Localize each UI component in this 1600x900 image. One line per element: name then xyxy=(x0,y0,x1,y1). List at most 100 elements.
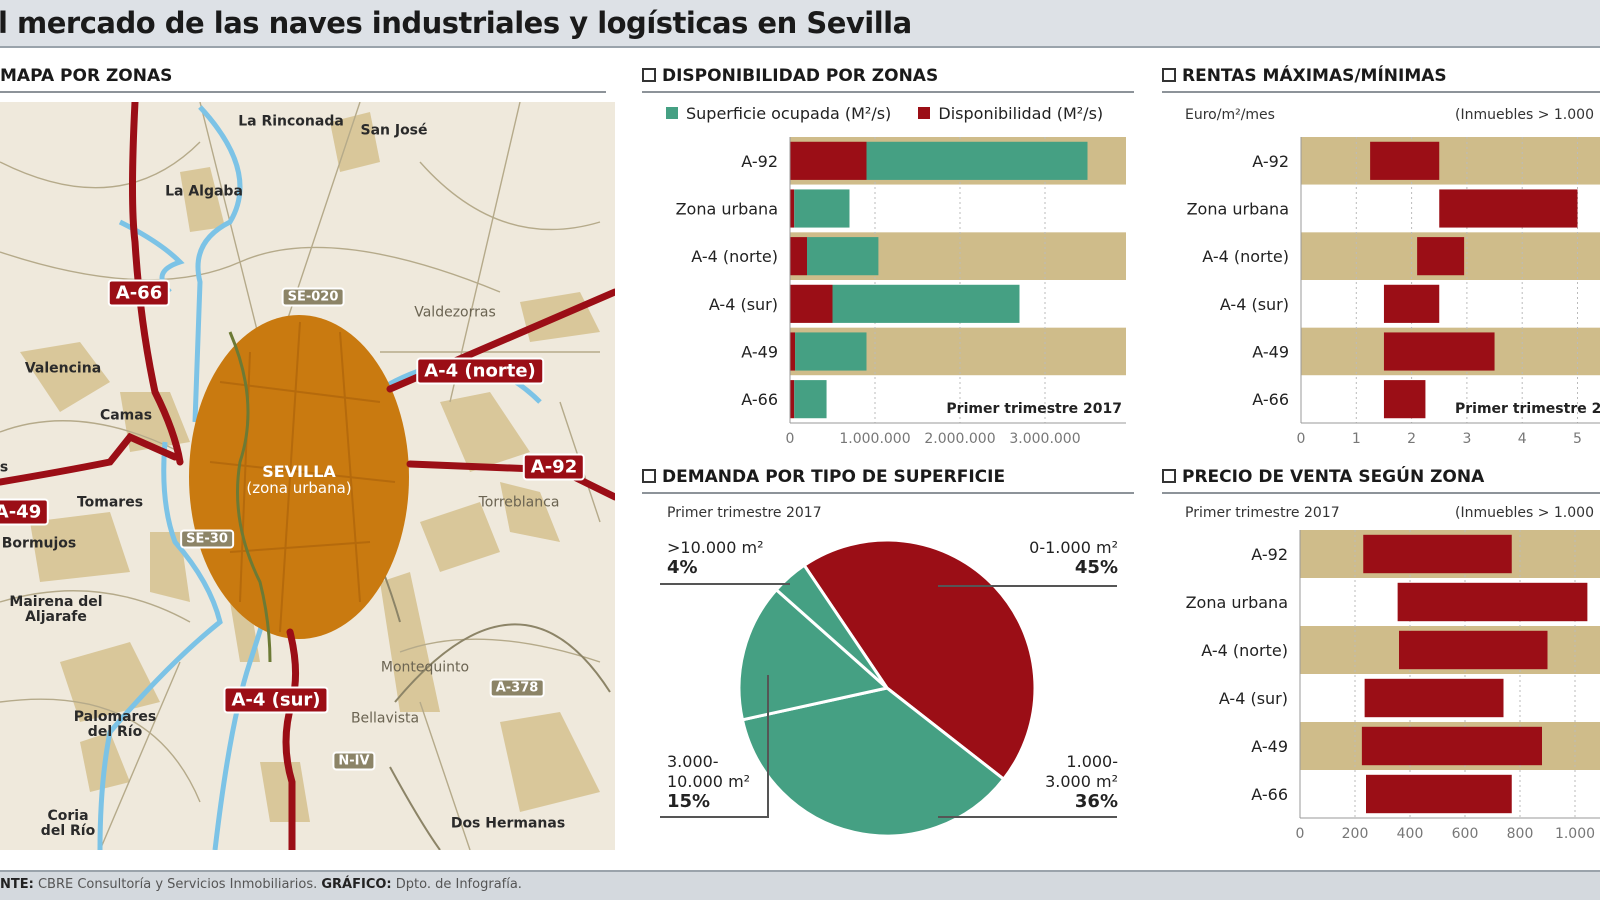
chart-note: Primer trimestre 2 xyxy=(1455,401,1600,417)
bar-segment xyxy=(790,141,867,180)
availability-legend: Superficie ocupada (M²/s) Disponibilidad… xyxy=(666,104,1103,123)
x-tick-label: 1.000.000 xyxy=(839,431,910,447)
x-tick-label: 5 xyxy=(1573,431,1582,447)
pie-slice xyxy=(802,538,1037,782)
legend-label: Disponibilidad (M²/s) xyxy=(938,104,1104,123)
bar-segment xyxy=(794,380,827,419)
bar-segment xyxy=(866,141,1088,180)
x-tick-label: 200 xyxy=(1342,826,1369,842)
pie-label-gt10000: >10.000 m² 4% xyxy=(667,538,763,578)
row-band xyxy=(790,137,1126,185)
road-label-se020: SE-020 xyxy=(281,287,345,307)
bar-segment xyxy=(790,380,795,419)
source-text: CBRE Consultoría y Servicios Inmobiliari… xyxy=(33,877,322,892)
slice-pct: 45% xyxy=(1074,557,1118,578)
row-band xyxy=(1300,530,1600,578)
row-band xyxy=(1300,722,1600,770)
range-bar xyxy=(1417,237,1465,276)
slice-label: 0-1.000 m² xyxy=(1029,538,1118,557)
x-tick-label: 2 xyxy=(1407,431,1416,447)
row-band xyxy=(790,375,1126,423)
range-bar xyxy=(1364,678,1504,718)
category-label: A-66 xyxy=(741,390,778,409)
bar-segment xyxy=(790,284,833,323)
category-label: A-49 xyxy=(1252,343,1289,362)
demand-note: Primer trimestre 2017 xyxy=(667,505,822,521)
row-band xyxy=(1301,184,1600,233)
road-label-a66: A-66 xyxy=(107,279,171,307)
city-name: SEVILLA xyxy=(262,462,336,481)
category-label: A-4 (sur) xyxy=(1220,295,1289,314)
bar-segment xyxy=(807,237,879,276)
range-bar xyxy=(1383,380,1426,419)
graphic-label: GRÁFICO: xyxy=(321,877,392,892)
category-label: A-92 xyxy=(1252,152,1289,171)
slice-pct: 4% xyxy=(667,557,698,578)
bar-segment xyxy=(790,332,796,371)
range-bar xyxy=(1370,141,1440,180)
legend-item-disponibilidad: Disponibilidad (M²/s) xyxy=(918,104,1103,123)
town-label: Coria del Río xyxy=(40,808,96,839)
category-label: A-4 (norte) xyxy=(1202,247,1289,266)
category-label: Zona urbana xyxy=(1186,593,1288,612)
legend-swatch xyxy=(666,107,678,119)
category-label: A-4 (sur) xyxy=(709,295,778,314)
map-heading: MAPA POR ZONAS xyxy=(0,66,172,86)
range-bar xyxy=(1383,284,1440,323)
title-bar: l mercado de las naves industriales y lo… xyxy=(0,0,1600,48)
town-label: Bormujos xyxy=(1,535,77,552)
bar-segment xyxy=(790,189,795,228)
x-tick-label: 2.000.000 xyxy=(924,431,995,447)
x-tick-label: 400 xyxy=(1397,826,1424,842)
category-label: Zona urbana xyxy=(676,200,778,219)
row-band xyxy=(1301,137,1600,185)
map-heading-text: MAPA POR ZONAS xyxy=(0,66,173,86)
bar-segment xyxy=(794,189,850,228)
row-band xyxy=(1301,232,1600,280)
rents-heading: RENTAS MÁXIMAS/MÍNIMAS xyxy=(1162,66,1447,86)
x-tick-label: 0 xyxy=(1296,826,1305,842)
pie-label-0-1000: 0-1.000 m² 45% xyxy=(1029,538,1118,578)
category-label: A-4 (norte) xyxy=(691,247,778,266)
chart-note: Primer trimestre 2017 xyxy=(946,401,1122,417)
city-label: SEVILLA (zona urbana) xyxy=(246,463,351,497)
range-bar xyxy=(1439,189,1578,228)
bar-segment xyxy=(832,284,1020,323)
road-label-a4-norte: A-4 (norte) xyxy=(416,357,544,385)
rents-rule xyxy=(1162,91,1600,93)
price-title: PRECIO DE VENTA SEGÚN ZONA xyxy=(1182,467,1485,487)
checkbox-icon xyxy=(1162,68,1176,82)
town-label: Valencina xyxy=(24,360,102,377)
category-label: A-66 xyxy=(1251,785,1288,804)
town-label: Camas xyxy=(99,407,153,424)
slice-pct: 36% xyxy=(1074,791,1118,812)
x-tick-label: 1 xyxy=(1352,431,1361,447)
row-band xyxy=(1301,280,1600,328)
x-tick-label: 1.000 xyxy=(1555,826,1595,842)
x-tick-label: 4 xyxy=(1518,431,1527,447)
availability-rule xyxy=(642,91,1134,93)
availability-heading: DISPONIBILIDAD POR ZONAS xyxy=(642,66,938,86)
source-label: NTE: xyxy=(0,877,34,892)
road-label-a49: A-49 xyxy=(0,498,50,526)
map-rule xyxy=(0,91,606,93)
slice-label: 3.000- 10.000 m² xyxy=(667,752,751,791)
range-bar xyxy=(1363,534,1512,574)
legend-swatch xyxy=(918,107,931,119)
checkbox-icon xyxy=(642,469,656,483)
pie-label-1000-3000: 1.000- 3.000 m² 36% xyxy=(1045,752,1118,812)
map-graphic xyxy=(0,102,615,850)
row-band xyxy=(1300,578,1600,626)
road-label-niv: N-IV xyxy=(332,751,376,771)
row-band xyxy=(1300,770,1600,818)
pie-slice xyxy=(737,587,891,722)
town-label: Palomares del Río xyxy=(73,709,157,740)
category-label: A-66 xyxy=(1252,390,1289,409)
footer: NTE: CBRE Consultoría y Servicios Inmobi… xyxy=(0,870,1600,900)
urban-zone xyxy=(189,315,409,639)
checkbox-icon xyxy=(642,68,656,82)
x-tick-label: 3.000.000 xyxy=(1009,431,1080,447)
category-label: A-4 (norte) xyxy=(1201,641,1288,660)
x-tick-label: 0 xyxy=(786,431,795,447)
road-label-a378: A-378 xyxy=(489,678,545,698)
